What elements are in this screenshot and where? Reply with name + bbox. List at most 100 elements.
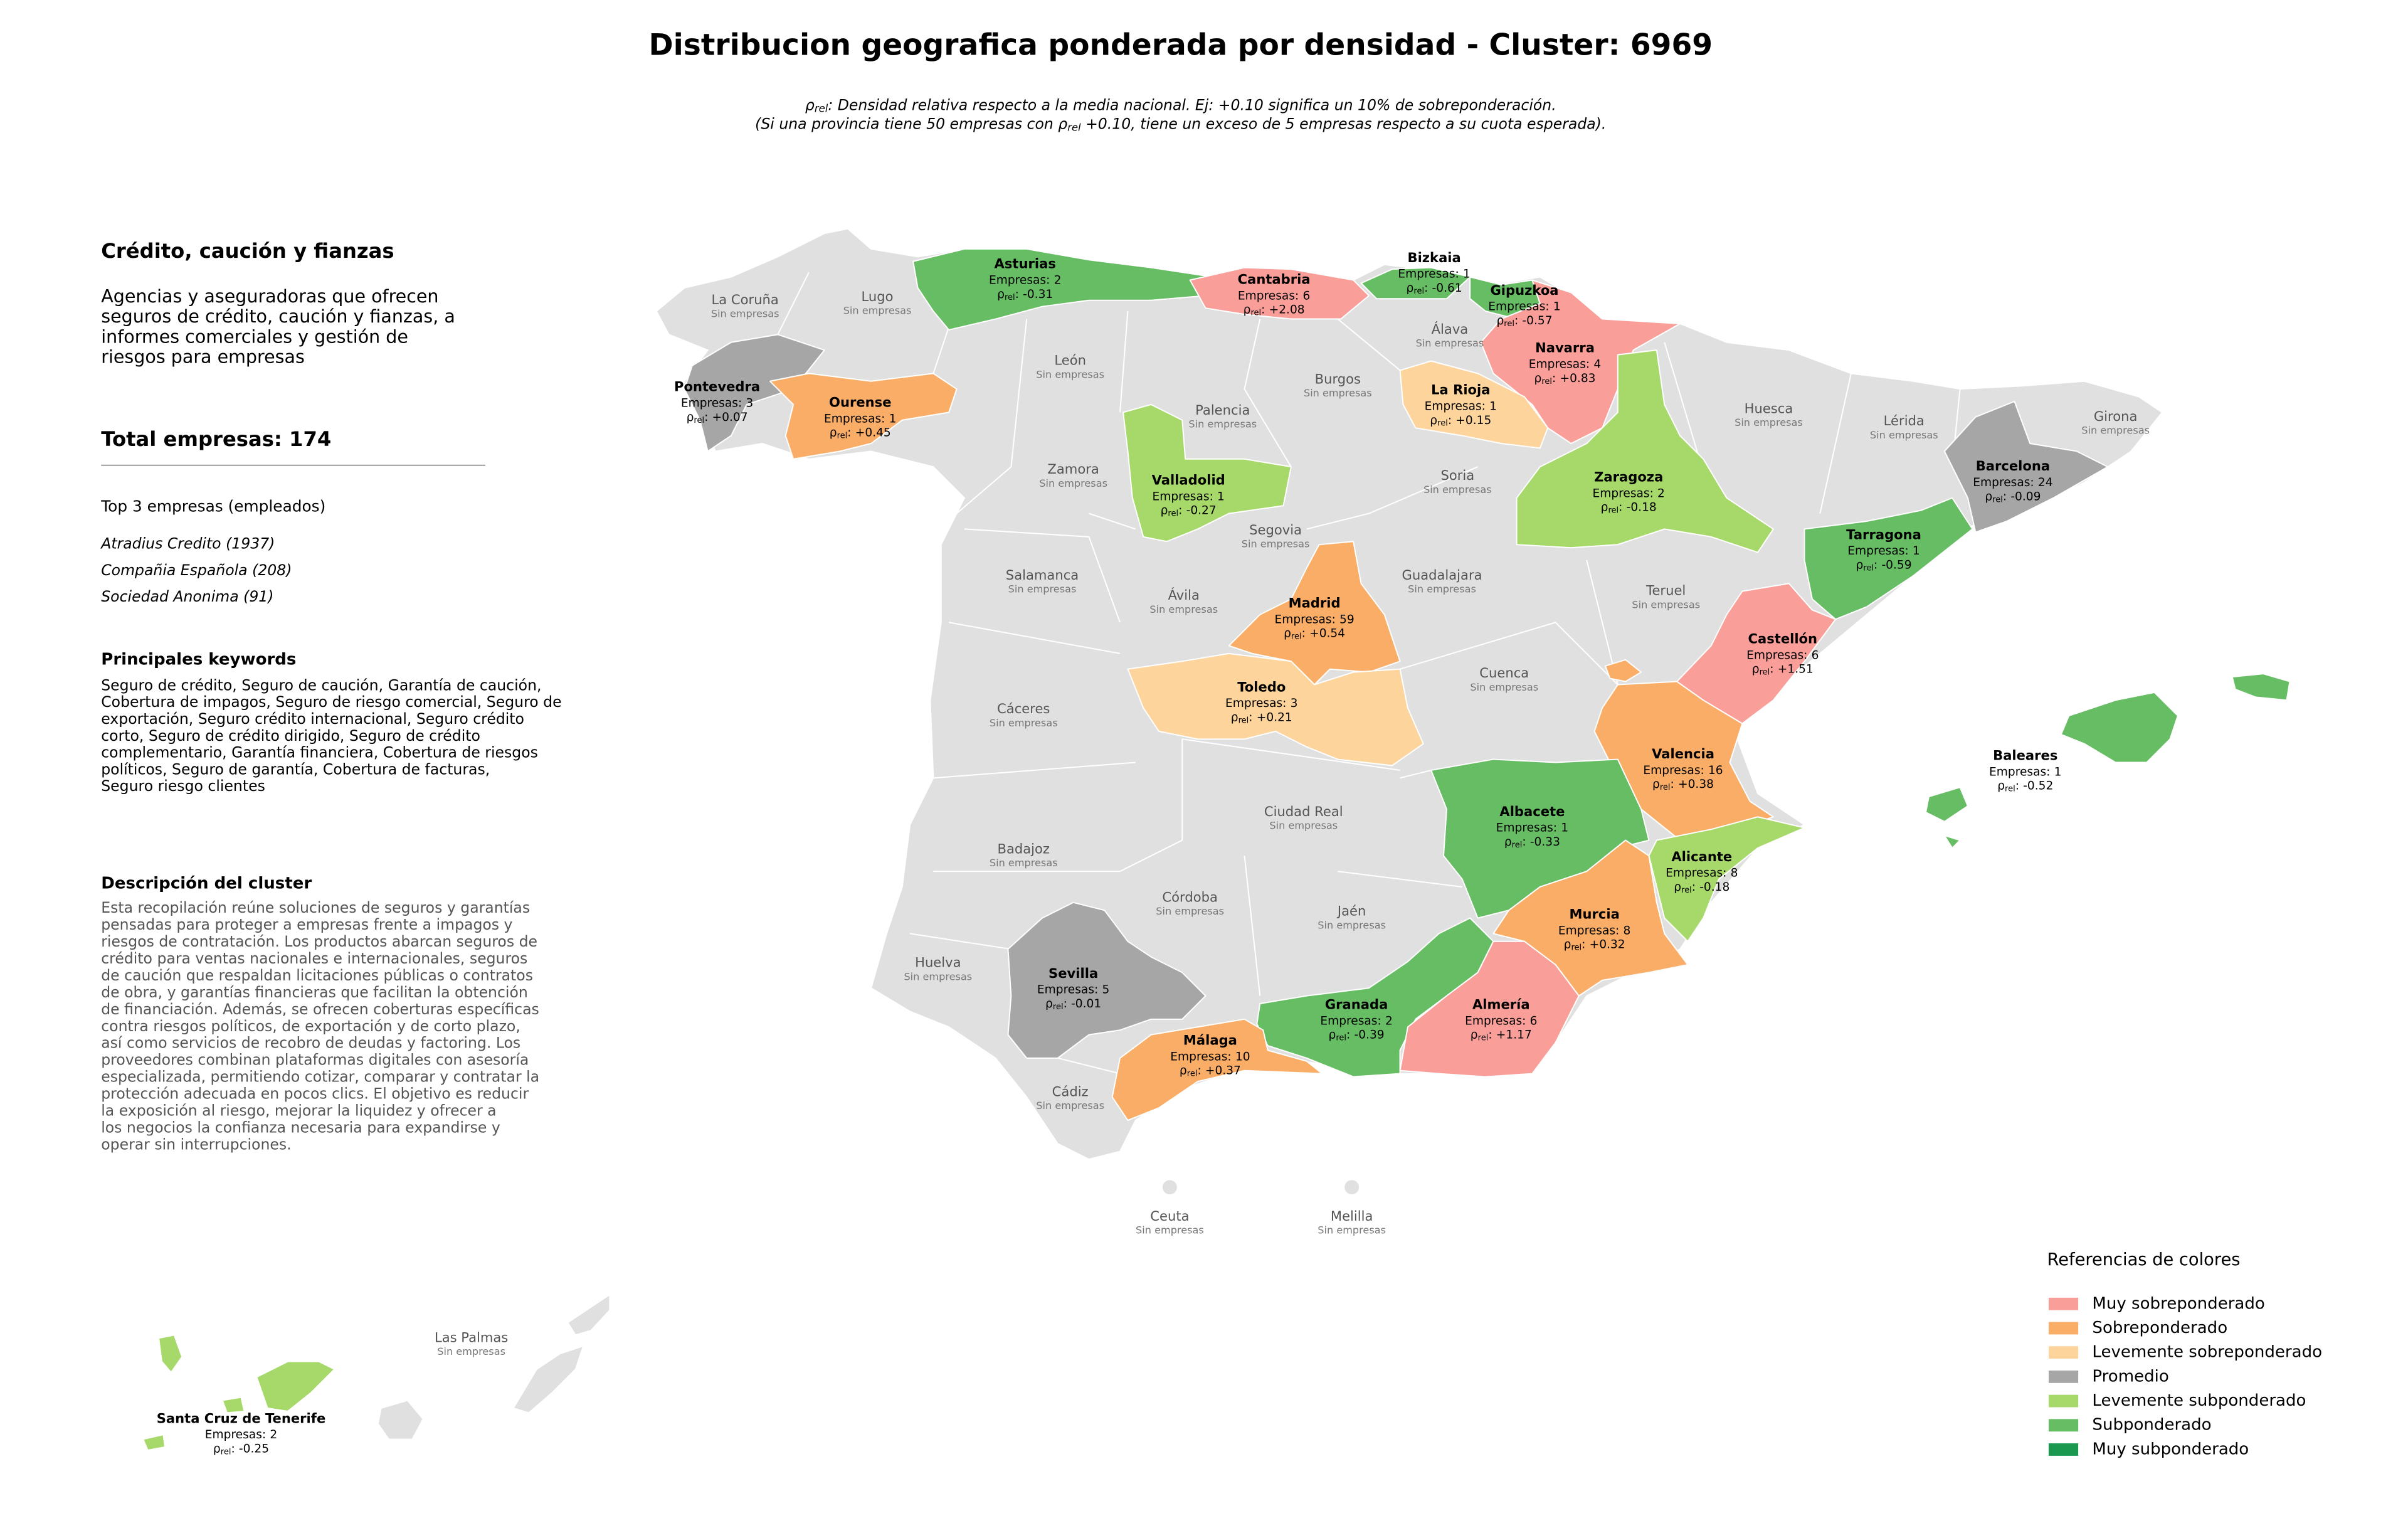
rho-subscript: rel [1541, 376, 1552, 386]
rho-value: +0.37 [1205, 1064, 1241, 1077]
cluster-line: operar sin interrupciones. [101, 1135, 291, 1153]
count-value: 2 [1385, 1014, 1393, 1027]
cluster-line: proveedores combinan plataformas digital… [101, 1051, 529, 1069]
no-data-label: Sin empresas [1156, 905, 1224, 917]
count-label: Empresas: [1274, 613, 1335, 626]
province-name: La Rioja [1431, 382, 1490, 398]
keywords-title: Principales keywords [101, 650, 296, 669]
rho-subscript: rel [815, 102, 828, 114]
province [684, 334, 825, 452]
rho-value: -0.52 [2023, 779, 2053, 792]
province [158, 1334, 183, 1373]
province-count: Empresas: 1 [1398, 267, 1470, 280]
no-data-label: Sin empresas [1188, 418, 1257, 430]
province-name: Baleares [1993, 748, 2057, 763]
rho-value: +0.38 [1678, 778, 1714, 791]
rho-value: +0.07 [712, 410, 748, 423]
province-rho: ρrel: +0.83 [1534, 371, 1596, 386]
total-companies: Total empresas: 174 [101, 427, 331, 451]
province [1189, 267, 1370, 320]
rho-value: +0.83 [1560, 371, 1596, 385]
province [1925, 787, 1968, 822]
rho-colon: : [1522, 836, 1526, 849]
province-count: Empresas: 2 [205, 1428, 277, 1441]
top-company: Sociedad Anonima (91) [101, 588, 273, 605]
province [1605, 659, 1642, 682]
cluster-line: la exposición al riesgo, mejorar la liqu… [101, 1101, 496, 1119]
rho-symbol: ρ [1601, 501, 1608, 514]
count-label: Empresas: [1152, 490, 1213, 503]
no-data-label: Sin empresas [711, 308, 779, 320]
province-count: Empresas: 6 [1465, 1014, 1537, 1027]
legend-swatch [2048, 1370, 2079, 1383]
province-name: Málaga [1183, 1032, 1237, 1048]
legend-label: Subponderado [2092, 1416, 2211, 1435]
rho-symbol: ρ [1856, 558, 1863, 571]
rho-subscript: rel [221, 1447, 231, 1456]
rho-symbol: ρ [1045, 997, 1053, 1011]
cluster-line: los negocios la confianza necesaria para… [101, 1118, 500, 1136]
province-name: Córdoba [1162, 889, 1217, 905]
count-label: Empresas: [1558, 924, 1619, 937]
province-rho: ρrel: +0.37 [1180, 1064, 1241, 1078]
rho-subscript: rel [1437, 418, 1448, 428]
rho-subscript: rel [1992, 495, 2003, 504]
fuerteventura-shape [512, 1345, 584, 1414]
province-rho: ρrel: +0.21 [1231, 711, 1292, 725]
province [1127, 652, 1424, 767]
province-name: Melilla [1331, 1208, 1373, 1224]
rho-symbol: ρ [830, 426, 837, 439]
province-count: Empresas: 16 [1643, 763, 1723, 777]
ceuta-shape [1161, 1179, 1178, 1196]
province-name: Soria [1440, 467, 1474, 483]
top-title: Top 3 empresas (empleados) [100, 497, 325, 516]
count-value: 2 [1054, 273, 1062, 287]
province [2231, 673, 2291, 701]
cluster-line: de financiación. Además, se ofrecen cobe… [101, 1000, 539, 1018]
rho-colon: : [1249, 711, 1252, 724]
rho-colon: : [1178, 504, 1182, 517]
province-name: Tarragona [1846, 526, 1921, 542]
rho-value: -0.31 [1023, 287, 1053, 300]
province-name: Badajoz [997, 841, 1050, 856]
rho-colon: : [1692, 880, 1696, 893]
rho-value: -0.57 [1522, 314, 1552, 327]
rho-subscript: rel [694, 415, 704, 425]
province-count: Empresas: 10 [1170, 1050, 1250, 1063]
count-label: Empresas: [1398, 267, 1459, 280]
no-data-label: Sin empresas [1318, 1224, 1386, 1236]
count-value: 8 [1624, 924, 1631, 937]
province-count: Empresas: 4 [1529, 358, 1601, 371]
province [1007, 901, 1207, 1059]
cluster-line: crédito para ventas nacionales e interna… [101, 950, 527, 967]
rho-symbol: ρ [1284, 627, 1291, 640]
province-name: Teruel [1645, 583, 1686, 598]
legend-swatch [2048, 1297, 2079, 1310]
rho-subscript: rel [1681, 885, 1692, 894]
count-label: Empresas: [1465, 1014, 1526, 1027]
rho-value: -0.01 [1071, 997, 1101, 1011]
no-data-label: Sin empresas [1416, 337, 1484, 349]
rho-subscript: rel [1760, 667, 1770, 677]
province-count: Empresas: 5 [1037, 983, 1109, 996]
province-rho: ρrel: -0.09 [1985, 490, 2041, 504]
count-value: 16 [1708, 763, 1723, 777]
count-value: 3 [746, 396, 753, 410]
count-value: 6 [1812, 649, 1819, 662]
count-label: Empresas: [1847, 544, 1908, 558]
province-rho: ρrel: -0.31 [997, 287, 1053, 302]
keywords-line: Cobertura de impagos, Seguro de riesgo c… [101, 693, 561, 711]
province [1399, 940, 1580, 1078]
sidebar-description: seguros de crédito, caución y fianzas, a [101, 306, 455, 327]
top-company: Compañia Española (208) [101, 561, 292, 579]
rho-symbol: ρ [1471, 1028, 1478, 1041]
no-data-label: Sin empresas [1870, 429, 1938, 441]
keywords-line: exportación, Seguro crédito internaciona… [101, 710, 524, 728]
province-name: Bizkaia [1408, 250, 1461, 265]
cluster-line: así como servicios de recobro de deudas … [101, 1034, 520, 1052]
no-data-label: Sin empresas [1149, 603, 1218, 615]
no-data-label: Sin empresas [2081, 425, 2150, 437]
sidebar-description: Agencias y aseguradoras que ofrecen [101, 286, 438, 307]
subtitle-text: : Densidad relativa respecto a la media … [828, 96, 1556, 114]
province-name: Cáceres [997, 701, 1050, 716]
